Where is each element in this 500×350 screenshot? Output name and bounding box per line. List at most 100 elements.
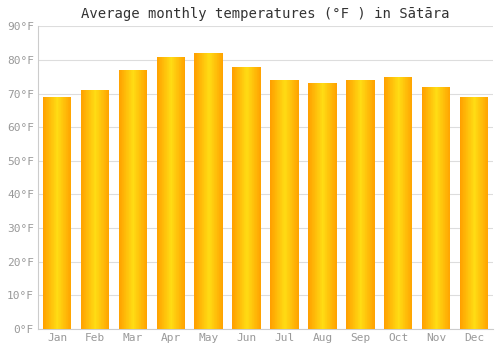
Bar: [472, 97, 474, 329]
Bar: [106, 90, 107, 329]
Bar: [47, 97, 48, 329]
Bar: [438, 87, 439, 329]
Bar: [347, 80, 348, 329]
Bar: [242, 66, 243, 329]
Bar: [295, 80, 296, 329]
Bar: [49, 97, 50, 329]
Bar: [90, 90, 92, 329]
Bar: [271, 80, 272, 329]
Bar: [286, 80, 288, 329]
Bar: [177, 57, 178, 329]
Bar: [444, 87, 446, 329]
Bar: [100, 90, 102, 329]
Bar: [180, 57, 181, 329]
Bar: [84, 90, 85, 329]
Bar: [486, 97, 487, 329]
Bar: [320, 83, 321, 329]
Bar: [298, 80, 299, 329]
Bar: [256, 66, 258, 329]
Bar: [140, 70, 141, 329]
Bar: [466, 97, 467, 329]
Bar: [222, 53, 223, 329]
Bar: [196, 53, 198, 329]
Bar: [161, 57, 162, 329]
Bar: [308, 83, 309, 329]
Bar: [46, 97, 47, 329]
Bar: [56, 97, 57, 329]
Bar: [135, 70, 136, 329]
Bar: [469, 97, 470, 329]
Bar: [130, 70, 131, 329]
Bar: [331, 83, 332, 329]
Bar: [167, 57, 168, 329]
Bar: [120, 70, 121, 329]
Bar: [470, 97, 472, 329]
Bar: [142, 70, 143, 329]
Bar: [82, 90, 83, 329]
Bar: [404, 77, 406, 329]
Bar: [249, 66, 250, 329]
Bar: [389, 77, 390, 329]
Bar: [351, 80, 352, 329]
Bar: [391, 77, 392, 329]
Bar: [253, 66, 254, 329]
Bar: [408, 77, 409, 329]
Bar: [55, 97, 56, 329]
Bar: [364, 80, 366, 329]
Bar: [232, 66, 233, 329]
Bar: [165, 57, 166, 329]
Bar: [198, 53, 199, 329]
Bar: [402, 77, 404, 329]
Bar: [280, 80, 281, 329]
Bar: [213, 53, 214, 329]
Bar: [296, 80, 298, 329]
Bar: [477, 97, 478, 329]
Bar: [368, 80, 369, 329]
Bar: [175, 57, 176, 329]
Bar: [145, 70, 146, 329]
Bar: [67, 97, 68, 329]
Bar: [66, 97, 67, 329]
Bar: [68, 97, 69, 329]
Bar: [318, 83, 319, 329]
Bar: [478, 97, 479, 329]
Bar: [406, 77, 407, 329]
Bar: [442, 87, 444, 329]
Bar: [425, 87, 426, 329]
Bar: [401, 77, 402, 329]
Bar: [252, 66, 253, 329]
Bar: [216, 53, 217, 329]
Bar: [211, 53, 212, 329]
Bar: [292, 80, 293, 329]
Bar: [289, 80, 290, 329]
Bar: [460, 97, 462, 329]
Bar: [350, 80, 351, 329]
Bar: [202, 53, 203, 329]
Bar: [366, 80, 367, 329]
Bar: [390, 77, 391, 329]
Bar: [69, 97, 70, 329]
Bar: [272, 80, 273, 329]
Bar: [217, 53, 218, 329]
Bar: [166, 57, 167, 329]
Bar: [282, 80, 283, 329]
Bar: [107, 90, 108, 329]
Bar: [384, 77, 385, 329]
Bar: [205, 53, 206, 329]
Bar: [321, 83, 322, 329]
Bar: [128, 70, 130, 329]
Bar: [103, 90, 104, 329]
Bar: [334, 83, 335, 329]
Bar: [138, 70, 140, 329]
Bar: [43, 97, 44, 329]
Bar: [398, 77, 399, 329]
Bar: [446, 87, 447, 329]
Bar: [94, 90, 95, 329]
Bar: [65, 97, 66, 329]
Bar: [168, 57, 170, 329]
Bar: [156, 57, 158, 329]
Bar: [278, 80, 279, 329]
Bar: [62, 97, 63, 329]
Bar: [194, 53, 195, 329]
Bar: [439, 87, 440, 329]
